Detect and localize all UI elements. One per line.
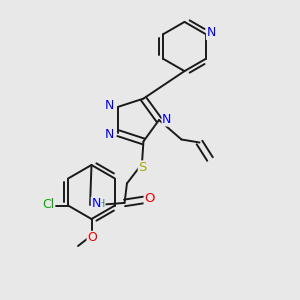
Text: S: S [138, 161, 147, 174]
Text: N: N [206, 26, 216, 40]
Text: Cl: Cl [43, 198, 55, 212]
Text: H: H [97, 199, 105, 209]
Text: N: N [105, 99, 115, 112]
Text: N: N [105, 128, 115, 141]
Text: O: O [144, 193, 155, 206]
Text: N: N [162, 113, 172, 126]
Text: O: O [87, 231, 97, 244]
Text: N: N [92, 197, 101, 210]
